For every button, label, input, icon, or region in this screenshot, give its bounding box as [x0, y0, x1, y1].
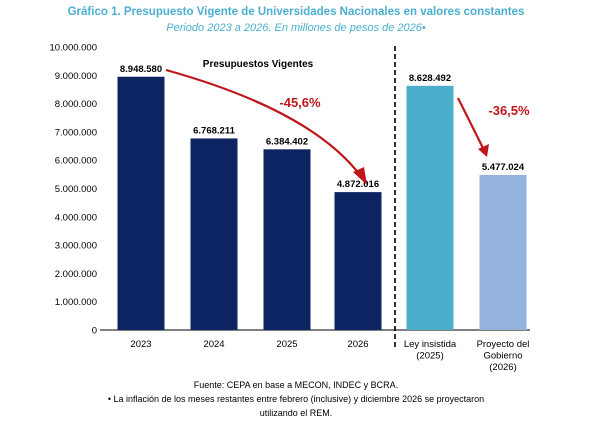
x-tick-label: 2025: [276, 339, 297, 350]
source-note: Fuente: CEPA en base a MECON, INDEC y BC…: [194, 380, 398, 390]
pct-change-left: -45,6%: [279, 95, 321, 110]
x-tick-label: Gobierno: [483, 351, 522, 362]
x-tick-label: (2025): [416, 351, 443, 362]
decline-arrow-right: [457, 97, 485, 151]
y-tick-label: 2.000.000: [55, 269, 97, 280]
bar-value-label: 6.768.211: [193, 125, 235, 136]
bar-value-label: 6.384.402: [266, 136, 308, 147]
chart-title: Gráfico 1. Presupuesto Vigente de Univer…: [68, 6, 525, 18]
inflation-note-line2: utilizando el REM.: [260, 408, 333, 418]
y-tick-label: 3.000.000: [55, 241, 97, 252]
y-tick-label: 5.000.000: [55, 184, 97, 195]
inflation-note-line1: • La inflación de los meses restantes en…: [108, 394, 484, 404]
bar: [263, 149, 311, 330]
y-tick-label: 0: [92, 326, 97, 337]
x-axis-labels: 2023 2024 2025 2026 Ley insistida(2025) Proye…: [130, 339, 529, 373]
x-tick-label: 2026: [347, 339, 368, 350]
bar-value-label: 8.948.580: [120, 64, 162, 75]
bar: [479, 175, 527, 330]
bar-value-label: 4.872.016: [337, 179, 379, 190]
y-tick-label: 7.000.000: [55, 127, 97, 138]
x-tick-label: Ley insistida: [404, 339, 457, 350]
bars-group: 8.948.580 6.768.211 6.384.402 4.872.016 8.62…: [117, 64, 527, 330]
arrowhead-right: [478, 144, 489, 157]
y-axis: 0 1.000.000 2.000.000 3.000.000 4.000.000 5.0…: [49, 43, 530, 337]
y-tick-label: 9.000.000: [55, 71, 97, 82]
bar: [190, 138, 238, 330]
bar: [117, 76, 165, 330]
x-tick-label: (2026): [489, 362, 516, 373]
bar-value-label: 5.477.024: [482, 162, 525, 173]
y-tick-label: 6.000.000: [55, 156, 97, 167]
x-tick-label: 2024: [203, 339, 224, 350]
x-tick-label: 2023: [130, 339, 151, 350]
y-tick-label: 1.000.000: [55, 297, 97, 308]
y-tick-label: 10.000.000: [49, 43, 97, 54]
y-tick-label: 4.000.000: [55, 212, 97, 223]
bar-value-label: 8.628.492: [409, 73, 451, 84]
x-tick-label: Proyecto del: [477, 339, 530, 350]
bar: [406, 85, 454, 330]
chart-subtitle: Periodo 2023 a 2026. En millones de peso…: [166, 22, 426, 34]
group-label: Presupuestos Vigentes: [203, 59, 314, 70]
arrowhead-left: [353, 167, 367, 185]
decline-arrow-left: [165, 68, 361, 176]
y-tick-label: 8.000.000: [55, 99, 97, 110]
pct-change-right: -36,5%: [488, 103, 530, 118]
bar: [334, 192, 382, 330]
